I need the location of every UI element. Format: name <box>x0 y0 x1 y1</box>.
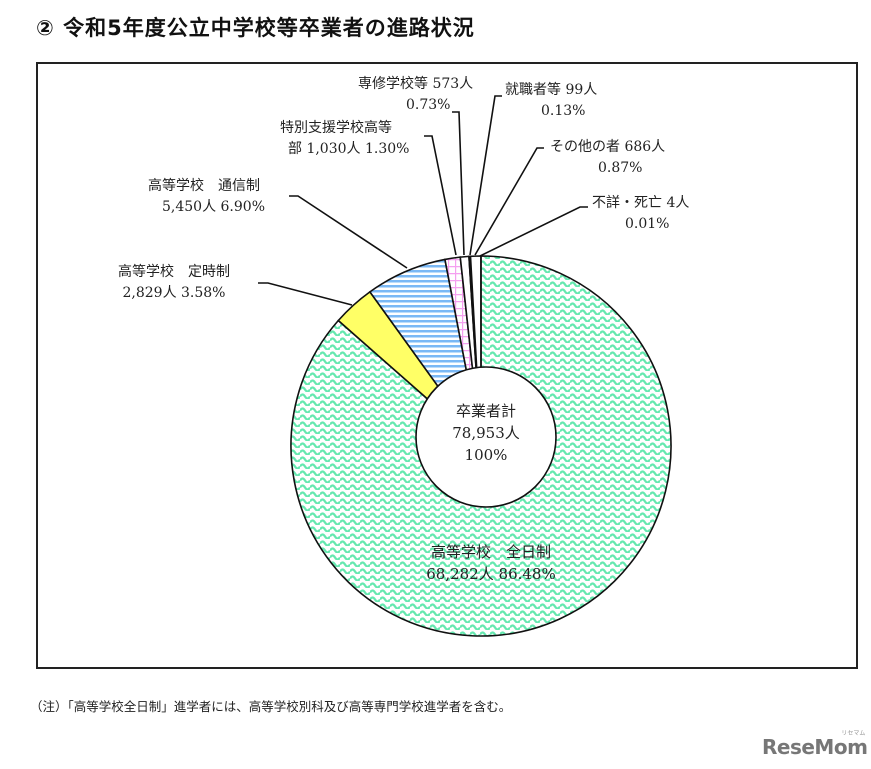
leader-line-sonota <box>474 147 544 256</box>
label-senshu: 専修学校等 573人 0.73% <box>358 76 474 113</box>
leader-line-senshu <box>452 111 465 256</box>
resemom-logo: ReseMom リセマム <box>762 730 868 759</box>
center-total-label: 卒業者計 78,953人 100% <box>452 402 520 464</box>
donut-segments <box>290 255 672 637</box>
label-zennichi: 高等学校 全日制 68,282人 86.48% <box>426 543 556 583</box>
leader-line-fusho <box>479 206 588 257</box>
label-sonota: その他の者 686人 0.87% <box>550 139 666 176</box>
leader-line-tokubetsu <box>424 135 457 256</box>
label-teiji: 高等学校 定時制 2,829人 3.58% <box>118 264 230 301</box>
label-tokubetsu: 特別支援学校高等 部 1,030人 1.30% <box>280 120 410 157</box>
donut-hole <box>415 366 557 508</box>
leader-lines <box>258 95 588 306</box>
chart-frame <box>36 62 858 669</box>
label-fusho: 不詳・死亡 4人 0.01% <box>592 195 690 232</box>
leader-line-teiji <box>258 282 353 306</box>
label-shushoku: 就職者等 99人 0.13% <box>505 82 598 119</box>
label-tsushin: 高等学校 通信制 5,450人 6.90% <box>148 178 266 215</box>
footnote: （注）「高等学校全日制」進学者には、高等学校別科及び高等専門学校進学者を含む。 <box>30 699 512 714</box>
leader-line-shushoku <box>469 95 502 256</box>
page-title: ② 令和5年度公立中学校等卒業者の進路状況 <box>36 16 475 40</box>
leader-line-tsushin <box>289 195 408 269</box>
